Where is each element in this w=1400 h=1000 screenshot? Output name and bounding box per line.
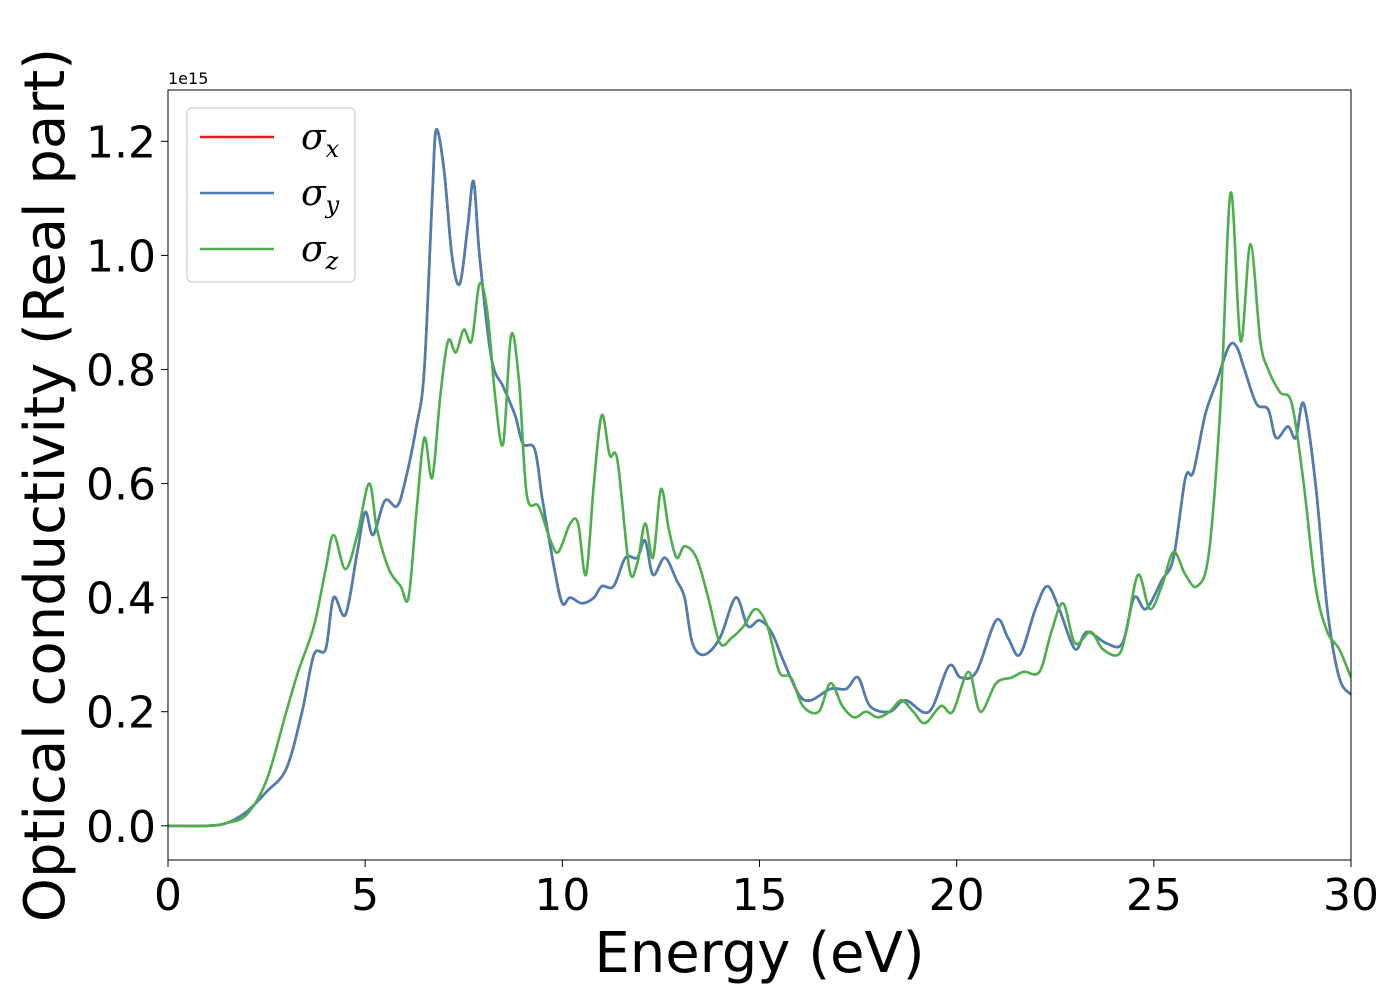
x-tick-label: 0: [154, 870, 182, 921]
x-tick-label: 15: [732, 870, 788, 921]
legend-box: [186, 107, 356, 283]
y-tick-label: 0.6: [86, 460, 156, 511]
series-line-y: [168, 128, 1351, 828]
y-tick-label: 0.2: [86, 688, 156, 739]
legend-label-x: σx: [301, 117, 340, 163]
y-axis-ticks: 0.0 0.2 0.4 0.6 0.8 1.0 1.2: [86, 117, 168, 853]
y-tick-label: 0.4: [86, 574, 156, 625]
x-tick-label: 30: [1323, 870, 1379, 921]
series-line-z: [168, 191, 1351, 828]
y-tick-label: 0.8: [86, 345, 156, 396]
legend-label-z: σz: [301, 229, 339, 275]
legend: σx σy σz: [186, 107, 356, 283]
x-tick-label: 25: [1126, 870, 1182, 921]
x-tick-label: 20: [929, 870, 985, 921]
x-tick-label: 5: [351, 870, 379, 921]
x-tick-label: 10: [534, 870, 590, 921]
y-axis-title: Optical conductivity (Real part): [13, 48, 78, 922]
y-tick-label: 1.0: [86, 231, 156, 282]
x-axis-ticks: 0 5 10 15 20 25 30: [154, 860, 1379, 921]
x-axis-title: Energy (eV): [594, 921, 924, 986]
legend-label-y: σy: [301, 173, 340, 219]
y-tick-label: 0.0: [86, 802, 156, 853]
series-layer: [168, 128, 1351, 828]
y-tick-label: 1.2: [86, 117, 156, 168]
y-offset-label: 1e15: [168, 69, 208, 88]
